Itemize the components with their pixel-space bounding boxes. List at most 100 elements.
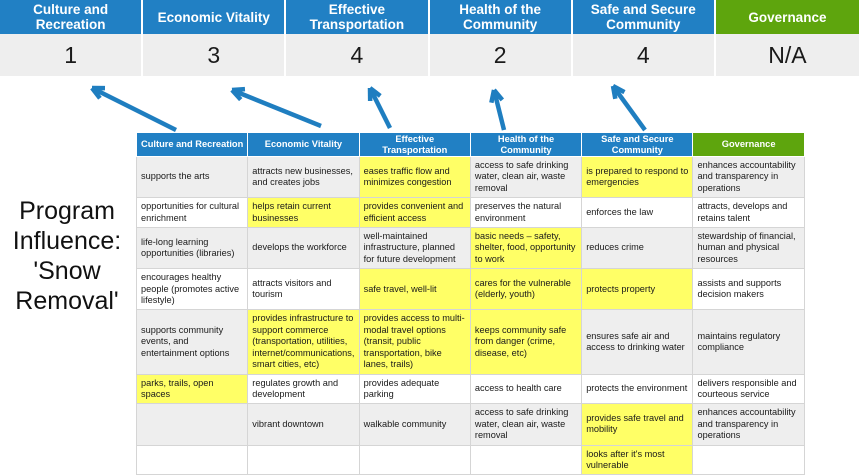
matrix-column-header: Effective Transportation xyxy=(359,133,470,157)
alignment-arrow-3 xyxy=(370,88,390,128)
matrix-cell-highlighted: protects property xyxy=(582,269,693,310)
matrix-cell-highlighted: is prepared to respond to emergencies xyxy=(582,157,693,198)
matrix-cell-text: keeps community safe from danger (crime,… xyxy=(475,325,566,358)
matrix-cell: develops the workforce xyxy=(248,228,359,269)
caption-line-1: Program xyxy=(2,196,132,226)
scorecard-column: Governance N/A xyxy=(716,0,859,76)
alignment-arrow-1 xyxy=(92,88,176,130)
matrix-cell-highlighted: keeps community safe from danger (crime,… xyxy=(470,310,581,374)
matrix-cell-text: develops the workforce xyxy=(252,242,346,252)
matrix-cell-text: supports the arts xyxy=(141,171,209,181)
matrix-cell-text: access to safe drinking water, clean air… xyxy=(475,160,568,193)
matrix-cell: attracts new businesses, and creates job… xyxy=(248,157,359,198)
matrix-cell-highlighted: cares for the vulnerable (elderly, youth… xyxy=(470,269,581,310)
matrix-cell-text: ensures safe air and access to drinking … xyxy=(586,331,685,352)
matrix-cell-text: provides infrastructure to support comme… xyxy=(252,313,354,369)
matrix-cell: vibrant downtown xyxy=(248,404,359,445)
matrix-cell: regulates growth and development xyxy=(248,374,359,404)
scorecard-header-label: Safe and Secure Community xyxy=(577,2,710,32)
matrix-cell-text: parks, trails, open spaces xyxy=(141,378,214,399)
matrix-cell-text: encourages healthy people (promotes acti… xyxy=(141,272,239,305)
scorecard-value-label: 4 xyxy=(351,42,364,69)
scorecard-column: Economic Vitality 3 xyxy=(143,0,286,76)
matrix-cell-text: preserves the natural environment xyxy=(475,201,561,222)
matrix-cell-text: basic needs – safety, shelter, food, opp… xyxy=(475,231,576,264)
scorecard-header-0: Culture and Recreation xyxy=(0,0,143,34)
matrix-cell: attracts, develops and retains talent xyxy=(693,198,804,228)
matrix-cell-text: helps retain current businesses xyxy=(252,201,331,222)
scorecard-value-label: N/A xyxy=(768,42,806,69)
arrow-layer xyxy=(0,76,859,134)
matrix-cell-highlighted: provides access to multi-modal travel op… xyxy=(359,310,470,374)
scorecard-header-1: Economic Vitality xyxy=(143,0,286,34)
table-row: encourages healthy people (promotes acti… xyxy=(137,269,805,310)
table-row: looks after it's most vulnerable xyxy=(137,445,805,475)
scorecard-value-4: 4 xyxy=(573,34,716,76)
matrix-cell-text: access to safe drinking water, clean air… xyxy=(475,407,568,440)
scorecard-column: Effective Transportation 4 xyxy=(286,0,429,76)
scorecard-header-5: Governance xyxy=(716,0,859,34)
matrix-cell-text: enforces the law xyxy=(586,207,653,217)
matrix-cell xyxy=(470,445,581,475)
matrix-cell-text: assists and supports decision makers xyxy=(697,278,781,299)
table-row: supports community events, and entertain… xyxy=(137,310,805,374)
matrix-cell xyxy=(693,445,804,475)
matrix-column-header-label: Economic Vitality xyxy=(265,139,342,149)
matrix-cell-highlighted: looks after it's most vulnerable xyxy=(582,445,693,475)
matrix-cell xyxy=(137,404,248,445)
scorecard-header-label: Culture and Recreation xyxy=(4,2,137,32)
scorecard-header-2: Effective Transportation xyxy=(286,0,429,34)
matrix-cell: assists and supports decision makers xyxy=(693,269,804,310)
scorecard-column: Safe and Secure Community 4 xyxy=(573,0,716,76)
alignment-arrow-5 xyxy=(613,86,645,130)
scorecard-value-2: 4 xyxy=(286,34,429,76)
matrix-header-row: Culture and Recreation Economic Vitality E… xyxy=(137,133,805,157)
matrix-cell: maintains regulatory compliance xyxy=(693,310,804,374)
matrix-cell-highlighted: provides infrastructure to support comme… xyxy=(248,310,359,374)
matrix-column-header: Culture and Recreation xyxy=(137,133,248,157)
matrix-column-header-label: Governance xyxy=(722,139,776,149)
table-row: supports the arts attracts new businesses… xyxy=(137,157,805,198)
scorecard-header-label: Economic Vitality xyxy=(158,10,270,25)
matrix-cell-text: eases traffic flow and minimizes congest… xyxy=(364,166,452,187)
matrix-cell-text: safe travel, well-lit xyxy=(364,284,437,294)
matrix-cell-highlighted: safe travel, well-lit xyxy=(359,269,470,310)
caption-line-4: Removal' xyxy=(2,286,132,316)
matrix-cell-text: is prepared to respond to emergencies xyxy=(586,166,688,187)
scorecard-header-3: Health of the Community xyxy=(430,0,573,34)
table-row: parks, trails, open spaces regulates grow… xyxy=(137,374,805,404)
matrix-cell: supports the arts xyxy=(137,157,248,198)
matrix-cell-text: enhances accountability and transparency… xyxy=(697,407,795,440)
matrix-cell-text: maintains regulatory compliance xyxy=(697,331,780,352)
matrix-cell xyxy=(248,445,359,475)
scorecard-header-label: Effective Transportation xyxy=(290,2,423,32)
scorecard-header-label: Health of the Community xyxy=(434,2,567,32)
matrix-cell: enforces the law xyxy=(582,198,693,228)
matrix-cell-highlighted: helps retain current businesses xyxy=(248,198,359,228)
scorecard-value-label: 4 xyxy=(637,42,650,69)
matrix-cell: stewardship of financial, human and phys… xyxy=(693,228,804,269)
matrix-cell-text: protects property xyxy=(586,284,655,294)
matrix-cell: protects the environment xyxy=(582,374,693,404)
matrix-cell: access to safe drinking water, clean air… xyxy=(470,157,581,198)
matrix-cell-text: life-long learning opportunities (librar… xyxy=(141,237,234,258)
matrix-cell-text: well-maintained infrastructure, planned … xyxy=(364,231,456,264)
scorecard-header-label: Governance xyxy=(748,10,826,25)
caption-line-3: 'Snow xyxy=(2,256,132,286)
scorecard-column: Culture and Recreation 1 xyxy=(0,0,143,76)
matrix-cell: delivers responsible and courteous servi… xyxy=(693,374,804,404)
matrix-cell-highlighted: parks, trails, open spaces xyxy=(137,374,248,404)
matrix-cell-text: regulates growth and development xyxy=(252,378,338,399)
matrix-column-header: Economic Vitality xyxy=(248,133,359,157)
matrix-cell-text: delivers responsible and courteous servi… xyxy=(697,378,796,399)
matrix-column-header: Safe and Secure Community xyxy=(582,133,693,157)
matrix-cell: enhances accountability and transparency… xyxy=(693,404,804,445)
scorecard-value-5: N/A xyxy=(716,34,859,76)
matrix-cell-text: looks after it's most vulnerable xyxy=(586,449,664,470)
scorecard-value-label: 3 xyxy=(207,42,220,69)
scorecard-value-label: 1 xyxy=(64,42,77,69)
caption-line-2: Influence: xyxy=(2,226,132,256)
matrix-cell: encourages healthy people (promotes acti… xyxy=(137,269,248,310)
matrix-cell: supports community events, and entertain… xyxy=(137,310,248,374)
